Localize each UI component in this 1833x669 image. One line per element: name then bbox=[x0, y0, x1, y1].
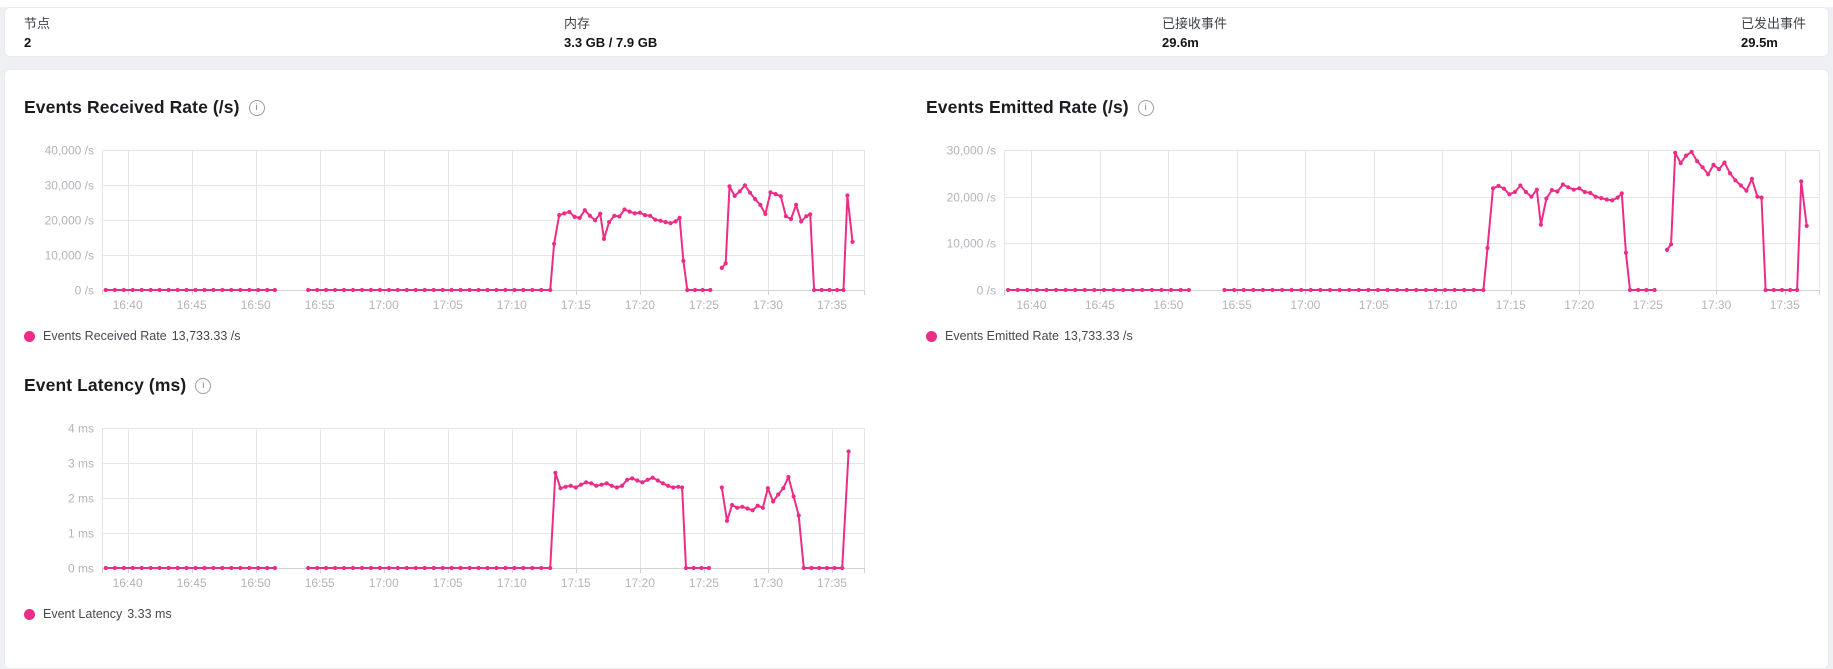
svg-text:17:00: 17:00 bbox=[1290, 298, 1320, 312]
svg-text:17:25: 17:25 bbox=[1633, 298, 1663, 312]
svg-text:17:35: 17:35 bbox=[817, 298, 847, 312]
svg-text:17:00: 17:00 bbox=[369, 576, 399, 590]
legend[interactable]: Events Emitted Rate 13,733.33 /s bbox=[926, 329, 1833, 343]
svg-text:17:00: 17:00 bbox=[369, 298, 399, 312]
info-icon[interactable]: i bbox=[1137, 99, 1154, 116]
legend-dot-icon bbox=[24, 330, 35, 342]
svg-text:17:05: 17:05 bbox=[433, 298, 463, 312]
svg-text:16:55: 16:55 bbox=[305, 576, 335, 590]
svg-text:10,000 /s: 10,000 /s bbox=[947, 237, 996, 251]
svg-text:17:35: 17:35 bbox=[1770, 298, 1800, 312]
svg-text:0 /s: 0 /s bbox=[75, 284, 94, 298]
stat-events-emitted: 已发出事件 29.5m bbox=[1741, 15, 1806, 53]
svg-text:17:10: 17:10 bbox=[497, 298, 527, 312]
svg-text:16:40: 16:40 bbox=[1016, 298, 1046, 312]
svg-text:0 /s: 0 /s bbox=[977, 284, 996, 298]
svg-text:17:15: 17:15 bbox=[1496, 298, 1526, 312]
legend[interactable]: Events Received Rate 13,733.33 /s bbox=[24, 329, 878, 343]
chart-canvas[interactable]: 0 /s 10,000 /s 20,000 /s 30,000 /s 16:40 16:4… bbox=[926, 130, 1833, 327]
svg-text:4 ms: 4 ms bbox=[68, 422, 94, 436]
legend-label: Event Latency bbox=[43, 607, 123, 621]
svg-text:3 ms: 3 ms bbox=[68, 457, 94, 471]
svg-text:17:10: 17:10 bbox=[497, 576, 527, 590]
svg-text:16:50: 16:50 bbox=[241, 298, 271, 312]
chart-canvas[interactable]: 0 /s 10,000 /s 20,000 /s 30,000 /s 40,000 /s… bbox=[24, 130, 878, 327]
chart-canvas[interactable]: 0 ms 1 ms 2 ms 3 ms 4 ms 16:40 16:45 16:50 16:55… bbox=[24, 408, 878, 605]
svg-text:16:45: 16:45 bbox=[1085, 298, 1115, 312]
svg-text:17:20: 17:20 bbox=[625, 576, 655, 590]
svg-text:17:15: 17:15 bbox=[561, 576, 591, 590]
legend-value: 3.33 ms bbox=[127, 607, 172, 621]
svg-text:16:45: 16:45 bbox=[177, 298, 207, 312]
svg-text:17:20: 17:20 bbox=[1564, 298, 1594, 312]
chart-title: Events Emitted Rate (/s) bbox=[926, 96, 1129, 117]
stat-label: 已发出事件 bbox=[1741, 16, 1807, 31]
svg-text:17:10: 17:10 bbox=[1427, 298, 1457, 312]
chart-title: Event Latency (ms) bbox=[24, 374, 187, 395]
legend[interactable]: Event Latency 3.33 ms bbox=[24, 607, 878, 621]
svg-text:0 ms: 0 ms bbox=[68, 562, 94, 576]
stat-value: 29.5m bbox=[1741, 35, 1778, 50]
svg-text:17:15: 17:15 bbox=[561, 298, 591, 312]
charts-panel: Events Received Rate (/s) i 0 /s 10,000 /… bbox=[4, 69, 1829, 669]
stat-value: 3.3 GB / 7.9 GB bbox=[564, 35, 658, 50]
svg-text:17:25: 17:25 bbox=[689, 576, 719, 590]
legend-dot-icon bbox=[24, 608, 35, 620]
svg-text:1 ms: 1 ms bbox=[68, 527, 94, 541]
stat-events-received: 已接收事件 29.6m bbox=[1162, 15, 1227, 53]
svg-text:16:45: 16:45 bbox=[177, 576, 207, 590]
svg-text:17:05: 17:05 bbox=[1359, 298, 1389, 312]
legend-label: Events Received Rate bbox=[43, 329, 167, 343]
svg-text:17:20: 17:20 bbox=[625, 298, 655, 312]
chart-title: Events Received Rate (/s) bbox=[24, 96, 240, 117]
svg-text:40,000 /s: 40,000 /s bbox=[45, 144, 94, 158]
svg-text:16:50: 16:50 bbox=[1153, 298, 1183, 312]
svg-text:20,000 /s: 20,000 /s bbox=[947, 191, 996, 205]
svg-text:17:30: 17:30 bbox=[753, 576, 783, 590]
svg-text:17:35: 17:35 bbox=[817, 576, 847, 590]
svg-text:10,000 /s: 10,000 /s bbox=[45, 249, 94, 263]
svg-text:17:05: 17:05 bbox=[433, 576, 463, 590]
legend-value: 13,733.33 /s bbox=[1063, 329, 1133, 343]
stat-nodes: 节点 2 bbox=[24, 15, 50, 53]
svg-text:16:40: 16:40 bbox=[113, 576, 143, 590]
info-icon[interactable]: i bbox=[248, 99, 265, 116]
stat-value: 29.6m bbox=[1162, 35, 1199, 50]
stat-value: 2 bbox=[24, 35, 32, 50]
svg-text:2 ms: 2 ms bbox=[68, 492, 94, 506]
chart-events-emitted-rate: Events Emitted Rate (/s) i 0 /s 10,000 /s… bbox=[917, 92, 1833, 343]
svg-text:17:30: 17:30 bbox=[1701, 298, 1731, 312]
stat-memory: 内存 3.3 GB / 7.9 GB bbox=[564, 15, 657, 53]
svg-text:20,000 /s: 20,000 /s bbox=[45, 214, 94, 228]
stats-bar: 节点 2 内存 3.3 GB / 7.9 GB 已接收事件 29.6m 已发出事… bbox=[4, 7, 1829, 57]
top-strip bbox=[0, 0, 1833, 7]
svg-text:16:40: 16:40 bbox=[113, 298, 143, 312]
svg-text:30,000 /s: 30,000 /s bbox=[947, 144, 996, 158]
svg-text:17:30: 17:30 bbox=[753, 298, 783, 312]
info-icon[interactable]: i bbox=[195, 377, 212, 394]
svg-text:30,000 /s: 30,000 /s bbox=[45, 179, 94, 193]
legend-label: Events Emitted Rate bbox=[945, 329, 1059, 343]
legend-value: 13,733.33 /s bbox=[171, 329, 241, 343]
stat-label: 已接收事件 bbox=[1162, 16, 1228, 31]
stat-label: 内存 bbox=[564, 16, 591, 31]
svg-text:16:55: 16:55 bbox=[1222, 298, 1252, 312]
chart-events-received-rate: Events Received Rate (/s) i 0 /s 10,000 /… bbox=[15, 92, 878, 343]
svg-text:16:50: 16:50 bbox=[241, 576, 271, 590]
stat-label: 节点 bbox=[24, 16, 51, 31]
svg-text:16:55: 16:55 bbox=[305, 298, 335, 312]
svg-text:17:25: 17:25 bbox=[689, 298, 719, 312]
chart-event-latency: Event Latency (ms) i 0 ms 1 ms 2 ms 3 ms 4 m… bbox=[15, 370, 878, 621]
legend-dot-icon bbox=[926, 330, 937, 342]
